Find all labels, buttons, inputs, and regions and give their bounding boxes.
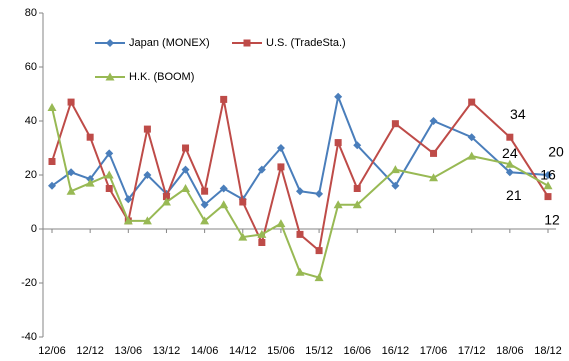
x-tick-label: 18/12 [534, 345, 562, 357]
y-tick-label: 0 [31, 223, 37, 235]
y-tick-label: 20 [25, 169, 37, 181]
marker [544, 193, 552, 201]
series-line [51, 107, 549, 279]
x-tick-label: 12/06 [38, 345, 66, 357]
data-label: 16 [540, 167, 556, 183]
marker [505, 159, 515, 168]
marker [391, 120, 399, 128]
marker [295, 267, 305, 276]
marker [353, 141, 362, 150]
legend-label: U.S. (TradeSta.) [266, 37, 346, 49]
y-tick-label: -20 [21, 277, 37, 289]
marker [257, 165, 266, 174]
marker [315, 189, 324, 198]
y-tick-label: 80 [25, 7, 37, 19]
y-tick-label: 40 [25, 115, 37, 127]
marker [220, 95, 228, 103]
marker [219, 184, 228, 193]
y-tick-label: 60 [25, 61, 37, 73]
marker [200, 200, 209, 209]
x-tick-label: 14/06 [191, 345, 219, 357]
marker [243, 39, 251, 47]
legend-label: Japan (MONEX) [129, 37, 210, 49]
marker [353, 185, 361, 192]
marker [181, 184, 191, 192]
data-label: 12 [544, 211, 560, 227]
marker [276, 144, 285, 152]
marker [258, 239, 266, 246]
marker [505, 168, 514, 177]
marker [162, 193, 170, 201]
marker [106, 39, 114, 47]
marker [219, 200, 229, 209]
x-tick-label: 13/12 [153, 345, 181, 357]
marker [257, 229, 267, 238]
marker [105, 72, 115, 81]
x-tick-label: 16/06 [343, 345, 371, 357]
marker [315, 247, 323, 255]
series-line [51, 93, 549, 207]
marker [86, 133, 94, 141]
marker [67, 98, 75, 106]
marker [238, 232, 248, 241]
marker [506, 133, 514, 141]
data-label: 20 [548, 144, 564, 160]
marker [124, 195, 133, 204]
marker [47, 103, 57, 111]
marker [48, 181, 56, 190]
marker [123, 216, 133, 225]
marker [276, 219, 286, 228]
legend-label: H.K. (BOOM) [129, 71, 194, 83]
marker [142, 216, 152, 225]
marker [314, 273, 324, 282]
marker [200, 216, 210, 225]
marker [239, 198, 247, 206]
marker [334, 92, 343, 101]
marker [201, 187, 209, 195]
marker [105, 149, 114, 158]
marker [66, 186, 76, 195]
marker [181, 165, 190, 174]
marker [429, 117, 438, 125]
data-label: 34 [510, 106, 526, 122]
marker [48, 158, 56, 165]
x-tick-label: 14/12 [229, 345, 257, 357]
x-tick-label: 12/12 [76, 345, 104, 357]
marker [430, 149, 438, 157]
marker [429, 173, 439, 182]
marker [143, 125, 151, 133]
marker [277, 163, 285, 171]
x-tick-label: 16/12 [382, 345, 410, 357]
marker [352, 200, 362, 209]
x-tick-label: 15/06 [267, 345, 295, 357]
marker [67, 168, 76, 177]
marker [544, 171, 552, 179]
x-tick-label: 13/06 [115, 345, 143, 357]
x-tick-label: 17/12 [458, 345, 486, 357]
y-tick-label: -40 [21, 331, 37, 343]
marker [333, 200, 343, 209]
marker [543, 181, 553, 190]
data-label: 21 [506, 187, 522, 203]
marker [296, 187, 304, 196]
series-line [51, 99, 549, 253]
marker [161, 197, 171, 206]
marker [182, 144, 190, 152]
marker [143, 171, 152, 179]
data-label: 24 [502, 145, 518, 161]
x-tick-label: 18/06 [496, 345, 524, 357]
marker [296, 230, 304, 238]
marker [390, 165, 400, 174]
marker [105, 185, 113, 192]
marker [467, 133, 476, 142]
marker [467, 151, 477, 160]
x-tick-label: 17/06 [420, 345, 448, 357]
marker [468, 98, 476, 106]
marker [85, 178, 95, 187]
marker [104, 170, 114, 179]
marker [334, 139, 342, 147]
x-tick-label: 15/12 [305, 345, 333, 357]
marker [391, 181, 400, 190]
